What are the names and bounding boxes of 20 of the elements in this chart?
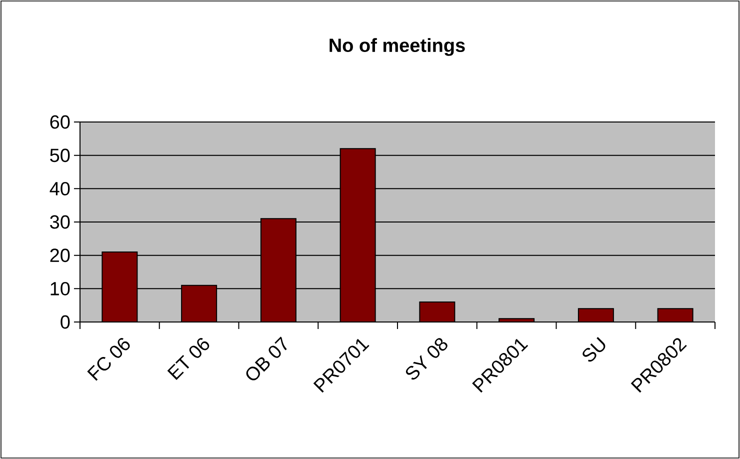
x-tick-label: SY 08 xyxy=(406,338,448,380)
x-tick-label: OB 07 xyxy=(246,336,287,380)
y-tick-label: 30 xyxy=(50,215,70,229)
x-tick-label: FC 06 xyxy=(87,338,130,381)
y-tick-label: 10 xyxy=(50,282,70,296)
bar xyxy=(260,218,296,322)
chart-title: No of meetings xyxy=(330,38,465,56)
x-tick-label: SU xyxy=(582,337,606,362)
y-tick-label: 50 xyxy=(50,148,70,162)
bar xyxy=(181,284,218,322)
y-tick-label: 40 xyxy=(50,182,70,196)
bar xyxy=(578,308,614,322)
x-tick-label: ET 06 xyxy=(167,338,210,380)
bar xyxy=(340,148,376,322)
y-tick-label: 0 xyxy=(60,315,70,329)
y-tick-label: 60 xyxy=(50,115,70,129)
bar xyxy=(419,302,456,322)
bar xyxy=(102,252,138,322)
bar xyxy=(657,308,694,322)
y-tick-label: 20 xyxy=(50,248,70,262)
